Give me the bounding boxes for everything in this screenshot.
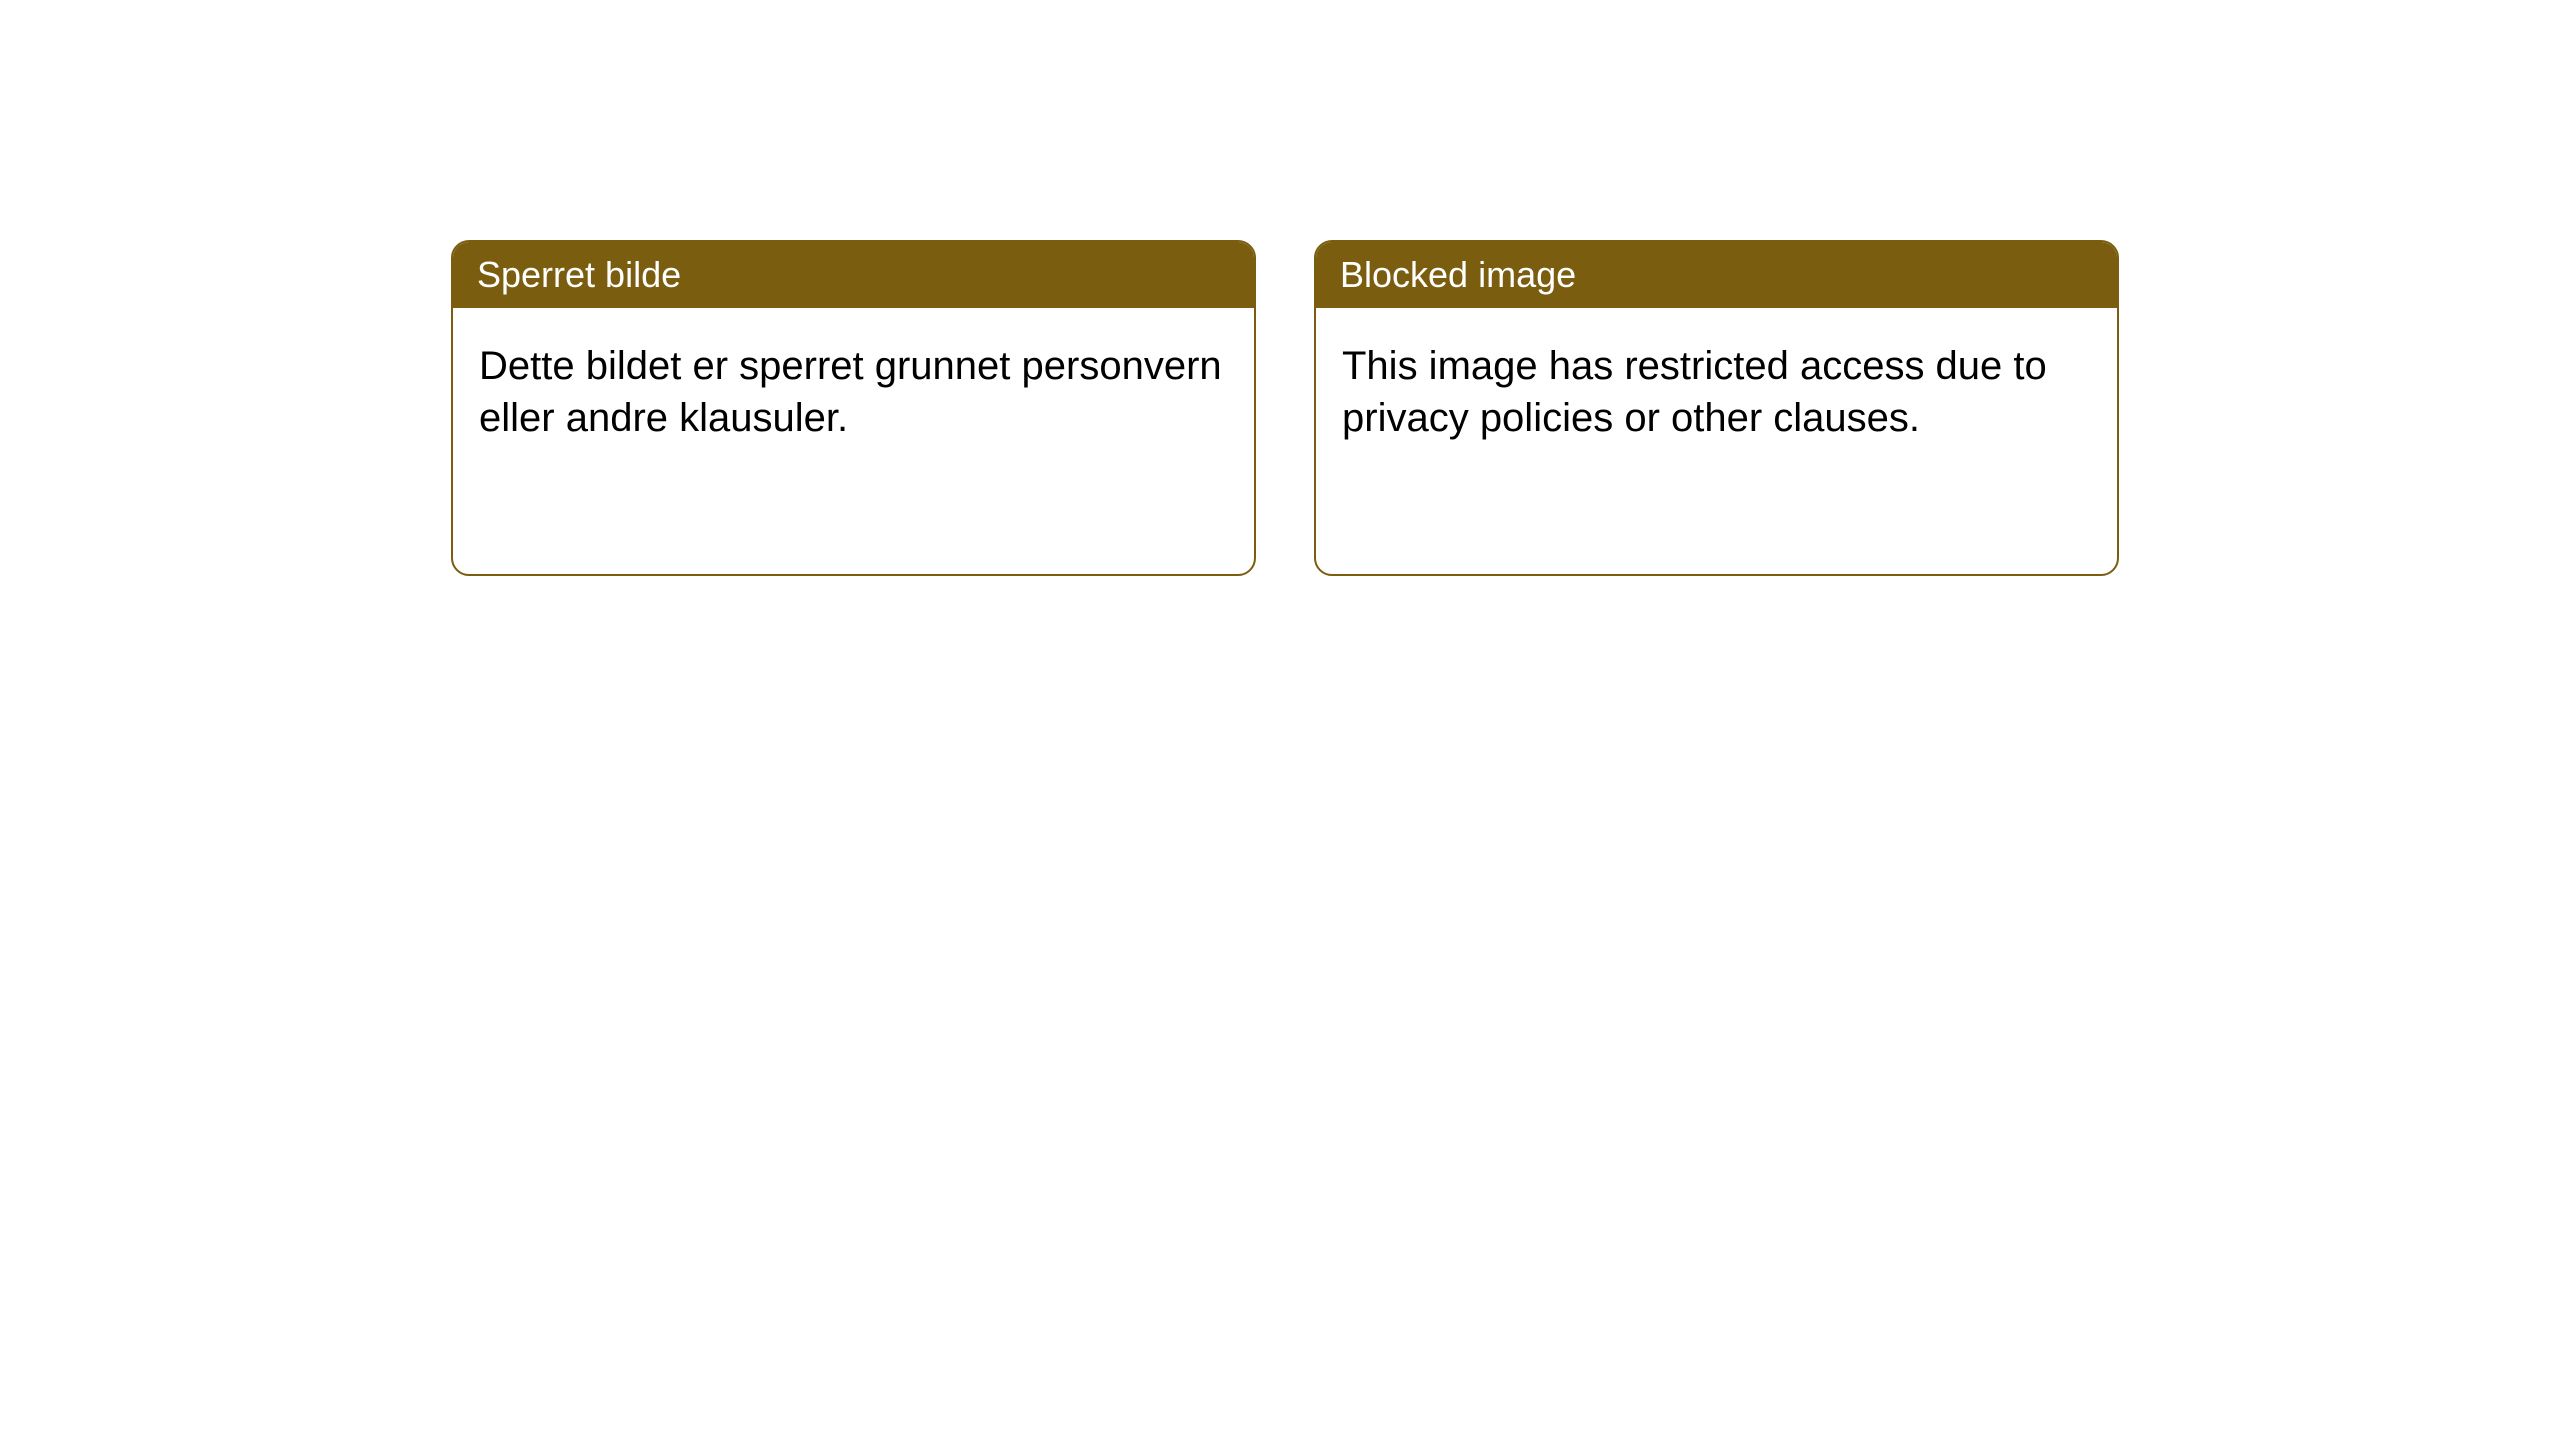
notice-body: Dette bildet er sperret grunnet personve… [453,308,1254,476]
notice-container: Sperret bilde Dette bildet er sperret gr… [451,240,2119,576]
notice-header: Blocked image [1316,242,2117,308]
notice-body-text: This image has restricted access due to … [1342,344,2047,440]
notice-card-english: Blocked image This image has restricted … [1314,240,2119,576]
notice-body: This image has restricted access due to … [1316,308,2117,476]
notice-title: Blocked image [1340,254,1576,296]
notice-card-norwegian: Sperret bilde Dette bildet er sperret gr… [451,240,1256,576]
notice-body-text: Dette bildet er sperret grunnet personve… [479,344,1222,440]
notice-title: Sperret bilde [477,254,681,296]
notice-header: Sperret bilde [453,242,1254,308]
